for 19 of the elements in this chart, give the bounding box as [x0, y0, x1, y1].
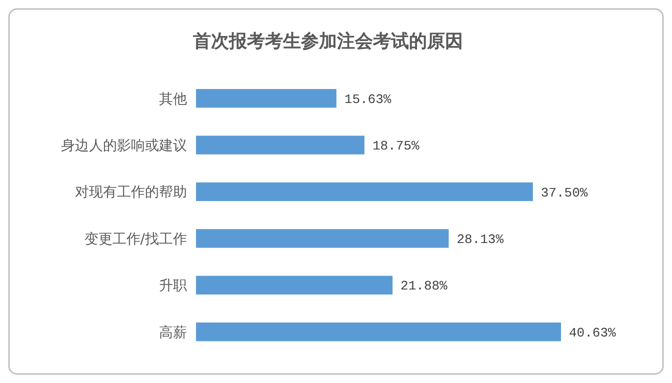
bar	[196, 276, 393, 294]
y-tick-label: 身边人的影响或建议	[61, 138, 187, 154]
y-tick-label: 升职	[159, 278, 187, 294]
data-label: 37.50%	[540, 185, 588, 200]
bar	[196, 322, 561, 342]
data-label: 40.63%	[569, 325, 616, 340]
data-label: 15.63%	[344, 92, 392, 107]
y-tick-label: 其他	[159, 91, 187, 108]
data-label: 18.75%	[372, 138, 420, 154]
data-label: 21.88%	[400, 278, 448, 294]
y-tick-label: 高薪	[159, 324, 187, 341]
bar	[196, 182, 533, 202]
data-label: 28.13%	[456, 232, 504, 247]
chart-title: 首次报考考生参加注会考试的原因	[192, 31, 463, 52]
bar	[196, 229, 449, 248]
y-tick-label: 变更工作/找工作	[84, 231, 187, 248]
y-tick-label: 对现有工作的帮助	[75, 184, 187, 201]
bar	[196, 136, 364, 154]
bar	[196, 89, 336, 108]
